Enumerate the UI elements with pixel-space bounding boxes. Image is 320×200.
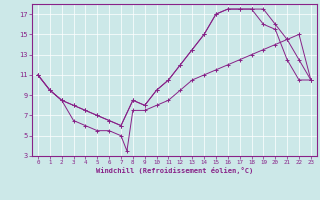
X-axis label: Windchill (Refroidissement éolien,°C): Windchill (Refroidissement éolien,°C) bbox=[96, 167, 253, 174]
